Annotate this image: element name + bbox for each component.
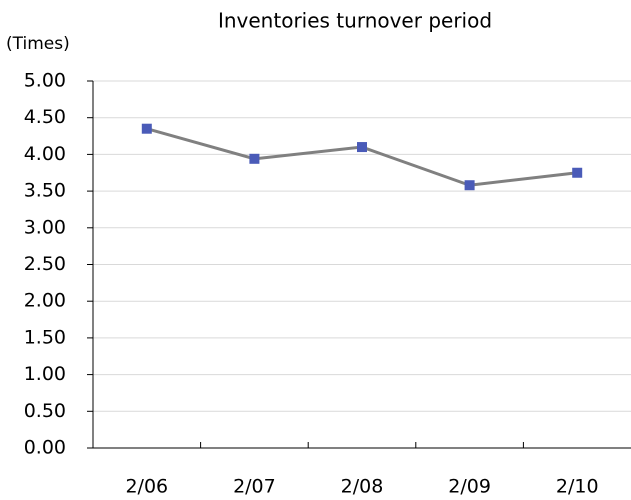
y-tick-label: 0.50 [24,400,66,422]
y-tick-label: 1.00 [24,363,66,385]
marker [249,153,260,164]
marker [357,142,367,153]
marker [464,180,475,191]
y-axis-label: (Times) [6,34,70,54]
marker [141,123,152,134]
y-tick-label: 3.50 [24,180,66,202]
chart-title: Inventories turnover period [218,9,492,33]
y-tick-label: 2.50 [24,253,66,275]
line [146,127,578,187]
y-tick-label: 1.50 [24,326,66,348]
x-tick-label: 2/09 [448,476,491,498]
x-tick-label: 2/06 [125,476,168,498]
y-tick-label: 4.00 [24,143,66,165]
y-tick-label: 2.00 [24,290,66,312]
x-tick-label: 2/08 [341,476,384,498]
x-tick-label: 2/10 [556,476,599,498]
y-tick-label: 4.50 [24,106,66,128]
y-tick-label: 3.00 [24,216,66,238]
y-tick-label: 0.00 [24,437,66,459]
x-tick-label: 2/07 [233,476,276,498]
y-tick-label: 5.00 [24,70,66,92]
marker [572,167,583,178]
